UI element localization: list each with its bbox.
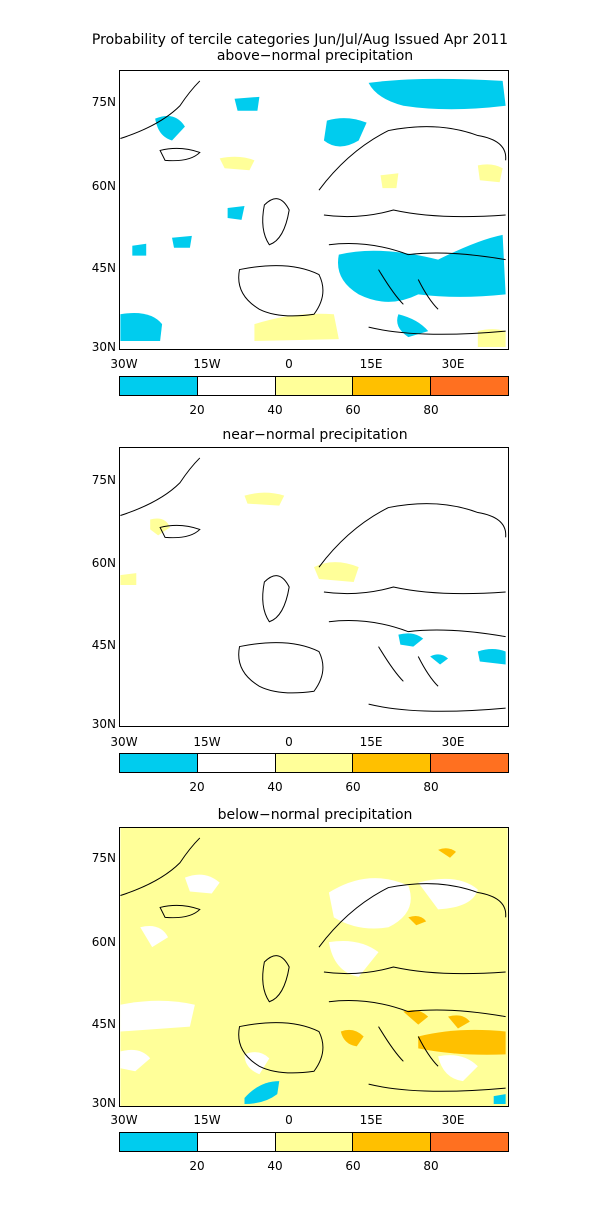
colorbar-swatch (197, 754, 276, 772)
lon-label: 15W (193, 357, 221, 371)
colorbar-label: 20 (189, 780, 205, 794)
lon-label: 15E (359, 357, 383, 371)
lat-label: 45N (91, 638, 116, 652)
colorbar-swatch (431, 377, 508, 395)
panel-subtitle: below−normal precipitation (217, 807, 413, 823)
colorbar-label: 80 (423, 403, 439, 417)
lon-label: 30W (110, 1113, 138, 1127)
colorbar-swatch (197, 1133, 276, 1151)
lat-label: 60N (91, 179, 116, 193)
panel-subtitle: near−normal precipitation (222, 427, 408, 443)
panel-subtitle: above−normal precipitation (216, 48, 414, 64)
lat-label: 30N (91, 1096, 116, 1110)
colorbar-label: 20 (189, 403, 205, 417)
map-frame (119, 447, 509, 727)
lon-label: 15E (359, 1113, 383, 1127)
lat-label: 60N (91, 935, 116, 949)
colorbar-swatch (431, 754, 508, 772)
figure-title: Probability of tercile categories Jun/Ju… (91, 32, 509, 48)
map-frame (119, 827, 509, 1107)
colorbar-label: 60 (345, 403, 361, 417)
colorbar-label: 80 (423, 780, 439, 794)
colorbar-swatch (197, 377, 276, 395)
colorbar-label: 60 (345, 780, 361, 794)
lon-label: 30E (441, 735, 465, 749)
colorbar-label: 80 (423, 1159, 439, 1173)
map-canvas (120, 828, 508, 1106)
lon-label: 30E (441, 1113, 465, 1127)
map-canvas (120, 78, 507, 348)
lat-label: 45N (91, 1017, 116, 1031)
colorbar-swatch (120, 754, 198, 772)
colorbar-label: 40 (267, 780, 283, 794)
colorbar-swatch (120, 1133, 198, 1151)
colorbar (119, 1132, 509, 1152)
colorbar (119, 753, 509, 773)
colorbar-label: 40 (267, 1159, 283, 1173)
lon-label: 0 (285, 357, 293, 371)
colorbar-label: 60 (345, 1159, 361, 1173)
colorbar-label: 40 (267, 403, 283, 417)
lat-label: 45N (91, 261, 116, 275)
colorbar-swatch (275, 377, 354, 395)
colorbar-swatch (353, 1133, 432, 1151)
map-frame (119, 70, 509, 350)
lon-label: 0 (285, 1113, 293, 1127)
lon-label: 15E (359, 735, 383, 749)
colorbar-swatch (275, 754, 354, 772)
lon-label: 15W (193, 1113, 221, 1127)
lat-label: 30N (91, 717, 116, 731)
colorbar-swatch (431, 1133, 508, 1151)
colorbar (119, 376, 509, 396)
colorbar-swatch (275, 1133, 354, 1151)
lon-label: 30W (110, 357, 138, 371)
lat-label: 75N (91, 851, 116, 865)
colorbar-label: 20 (189, 1159, 205, 1173)
colorbar-swatch (353, 377, 432, 395)
colorbar-swatch (120, 377, 198, 395)
lon-label: 30W (110, 735, 138, 749)
lat-label: 75N (91, 95, 116, 109)
lat-label: 75N (91, 473, 116, 487)
lon-label: 15W (193, 735, 221, 749)
lat-label: 30N (91, 340, 116, 354)
lon-label: 0 (285, 735, 293, 749)
lon-label: 30E (441, 357, 465, 371)
lat-label: 60N (91, 556, 116, 570)
colorbar-swatch (353, 754, 432, 772)
map-canvas (120, 457, 507, 712)
